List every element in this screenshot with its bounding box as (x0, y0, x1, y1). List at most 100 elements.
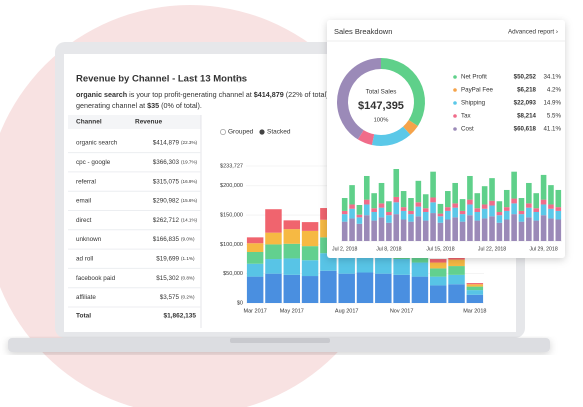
daily-bar-segment (481, 208, 488, 219)
daily-bar-segment (526, 203, 532, 208)
channel-link[interactable]: organic search (76, 140, 118, 147)
toggle-label: Grouped (228, 129, 254, 136)
daily-bar-segment (341, 221, 348, 241)
bar-segment (320, 270, 337, 303)
daily-bar-segment (526, 207, 532, 218)
legend-amount: $8,214 (517, 113, 536, 120)
bar-segment (301, 260, 319, 277)
daily-bar-segment (489, 205, 495, 217)
description-run: generating channel at (76, 101, 147, 110)
daily-bar-segment (518, 198, 525, 211)
legend-name: Net Profit (461, 74, 487, 81)
channel-link[interactable]: email (76, 198, 91, 205)
channel-link[interactable]: cpc - google (76, 159, 111, 166)
daily-bar-segment (341, 214, 348, 222)
daily-bar-segment (400, 219, 407, 241)
daily-bar-segment (518, 210, 525, 215)
bar-segment (356, 254, 374, 273)
bar-segment (283, 243, 301, 259)
description: organic search is your top profit-genera… (76, 90, 329, 99)
daily-x-label: Jul 8, 2018 (376, 246, 401, 252)
daily-bar-segment (555, 210, 562, 220)
revenue-share: (1.1%) (181, 256, 195, 261)
description: generating channel at $35 (0% of total). (76, 101, 202, 110)
daily-bar-segment (400, 191, 407, 208)
daily-bar-segment (408, 221, 414, 241)
description-run: is your top profit-generating channel at (127, 90, 254, 99)
daily-bar-segment (459, 221, 466, 241)
card-link[interactable]: Advanced report › (508, 29, 558, 36)
daily-bar-segment (467, 199, 473, 205)
description-run: organic search (76, 90, 127, 99)
legend-name: PayPal Fee (461, 87, 494, 94)
bar-segment (301, 276, 319, 303)
daily-bar-segment (496, 215, 503, 223)
daily-bar-segment (437, 213, 444, 217)
channel-link[interactable]: direct (76, 217, 92, 224)
revenue-share: (9.0%) (181, 237, 195, 242)
legend-dot (453, 127, 457, 131)
channel-link[interactable]: facebook paid (76, 275, 116, 282)
daily-bar-segment (555, 207, 562, 211)
radio[interactable] (220, 129, 226, 135)
daily-bar-segment (349, 185, 355, 205)
daily-bar-segment (363, 204, 370, 216)
x-tick-label: Mar 2017 (244, 308, 267, 314)
bar-segment (466, 284, 484, 287)
daily-bar-segment (430, 171, 436, 198)
daily-bar-segment (452, 182, 458, 204)
daily-bar-segment (489, 216, 495, 241)
daily-bar-segment (496, 211, 503, 216)
y-tick-label: $150,000 (220, 213, 243, 219)
bar-segment (466, 290, 484, 295)
daily-bar-segment (363, 175, 370, 200)
daily-bar-segment (437, 216, 444, 223)
daily-bar-segment (356, 217, 363, 224)
donut-slice (336, 58, 381, 140)
donut-slice (371, 126, 411, 146)
y-tick-label: $233,727 (220, 163, 243, 169)
daily-bar-segment (533, 220, 540, 241)
channel-link[interactable]: referral (76, 178, 96, 185)
daily-bar-segment (422, 220, 429, 241)
bar-segment (393, 259, 410, 275)
daily-bar-segment (474, 211, 481, 221)
daily-bar-segment (386, 215, 392, 223)
description-run: $35 (147, 101, 159, 110)
channel-link[interactable]: affiliate (76, 294, 96, 301)
daily-x-label: Jul 29, 2018 (529, 246, 557, 252)
channel-link[interactable]: unknown (76, 236, 102, 243)
daily-bar-segment (356, 205, 363, 215)
daily-bar-segment (386, 201, 392, 212)
daily-bar-segment (371, 220, 377, 241)
daily-bar-segment (467, 204, 473, 216)
revenue-cell: $290,982 (153, 198, 180, 205)
daily-bar-segment (459, 214, 466, 222)
radio[interactable] (259, 129, 265, 135)
daily-bar-segment (489, 200, 495, 206)
daily-bar-segment (386, 211, 392, 216)
y-tick-label: $200,000 (220, 183, 243, 189)
legend-amount: $22,093 (514, 100, 537, 107)
revenue-cell: $414,879 (153, 140, 180, 147)
donut-slice (381, 58, 425, 126)
bar-segment (466, 283, 484, 285)
channel-link[interactable]: ad roll (76, 255, 93, 262)
daily-bar-segment (533, 193, 540, 209)
daily-bar-segment (356, 214, 363, 218)
daily-bar-segment (511, 214, 517, 241)
daily-bar-segment (341, 210, 348, 215)
daily-bar-segment (437, 222, 444, 241)
daily-bar-segment (378, 217, 385, 241)
daily-bar-segment (459, 210, 466, 215)
daily-bar-segment (511, 198, 517, 204)
daily-bar-segment (511, 171, 517, 199)
bar-segment (301, 222, 319, 231)
bar-segment (265, 232, 282, 245)
bar-segment (448, 266, 465, 275)
daily-x-label: Jul 15, 2018 (426, 246, 454, 252)
y-tick-label: $100,000 (220, 242, 243, 248)
daily-bar-segment (400, 207, 407, 211)
daily-bar-segment (526, 217, 532, 241)
